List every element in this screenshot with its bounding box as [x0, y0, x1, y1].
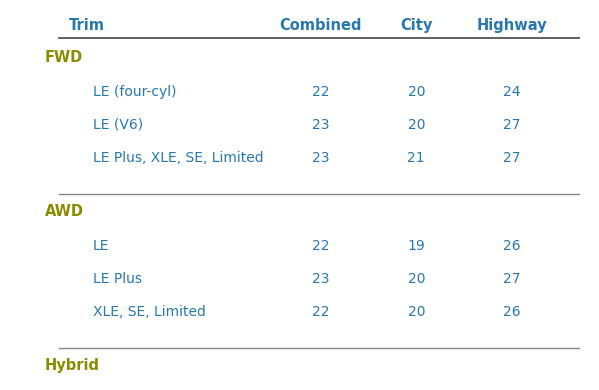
- Text: 20: 20: [407, 85, 425, 99]
- Text: LE (V6): LE (V6): [93, 118, 143, 132]
- Text: Hybrid: Hybrid: [45, 358, 100, 373]
- Text: 23: 23: [311, 118, 329, 132]
- Text: City: City: [400, 18, 432, 33]
- Text: 22: 22: [311, 305, 329, 319]
- Text: LE: LE: [93, 239, 110, 253]
- Text: Combined: Combined: [279, 18, 362, 33]
- Text: 20: 20: [407, 118, 425, 132]
- Text: LE Plus: LE Plus: [93, 272, 142, 286]
- Text: 27: 27: [503, 118, 521, 132]
- Text: 26: 26: [503, 305, 521, 319]
- Text: LE Plus, XLE, SE, Limited: LE Plus, XLE, SE, Limited: [93, 151, 264, 165]
- Text: 23: 23: [311, 272, 329, 286]
- Text: 21: 21: [407, 151, 425, 165]
- Text: 23: 23: [311, 151, 329, 165]
- Text: 27: 27: [503, 151, 521, 165]
- Text: 20: 20: [407, 305, 425, 319]
- Text: 24: 24: [503, 85, 521, 99]
- Text: 19: 19: [407, 239, 425, 253]
- Text: FWD: FWD: [45, 50, 83, 65]
- Text: 22: 22: [311, 85, 329, 99]
- Text: LE (four-cyl): LE (four-cyl): [93, 85, 176, 99]
- Text: 22: 22: [311, 239, 329, 253]
- Text: 20: 20: [407, 272, 425, 286]
- Text: Highway: Highway: [477, 18, 547, 33]
- Text: 26: 26: [503, 239, 521, 253]
- Text: Trim: Trim: [69, 18, 105, 33]
- Text: AWD: AWD: [45, 204, 84, 219]
- Text: 27: 27: [503, 272, 521, 286]
- Text: XLE, SE, Limited: XLE, SE, Limited: [93, 305, 205, 319]
